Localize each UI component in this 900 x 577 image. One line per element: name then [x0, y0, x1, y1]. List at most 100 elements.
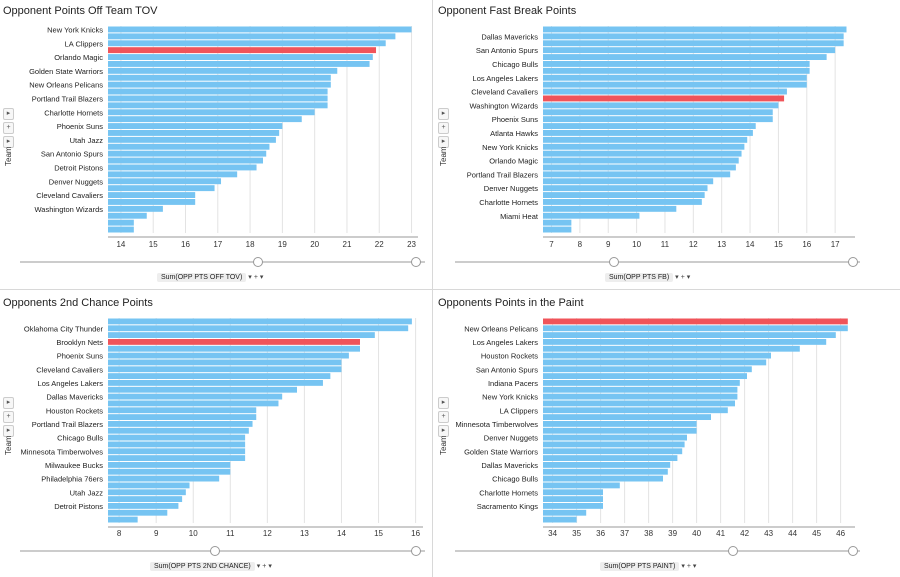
- bar[interactable]: [108, 503, 179, 509]
- bar[interactable]: [543, 352, 771, 359]
- bar[interactable]: [543, 109, 773, 116]
- bar[interactable]: [108, 116, 302, 123]
- bar[interactable]: [543, 171, 731, 178]
- bar[interactable]: [108, 366, 342, 373]
- bar[interactable]: [543, 116, 773, 123]
- dropdown-icon[interactable]: ▾: [692, 563, 697, 570]
- bar[interactable]: [108, 130, 280, 136]
- slider-handle-min[interactable]: [609, 257, 620, 267]
- slider-handle-max[interactable]: [848, 546, 859, 556]
- bar[interactable]: [543, 212, 640, 219]
- slider-track[interactable]: [455, 261, 860, 263]
- bar[interactable]: [543, 373, 747, 379]
- bar[interactable]: [108, 212, 147, 219]
- bar[interactable]: [543, 509, 587, 516]
- bar[interactable]: [543, 489, 603, 496]
- dropdown-icon[interactable]: ▾: [259, 274, 264, 281]
- bar[interactable]: [543, 441, 685, 448]
- bar[interactable]: [543, 325, 848, 332]
- bar[interactable]: [108, 482, 190, 489]
- measure-label[interactable]: Sum(OPP PTS 2ND CHANCE): [150, 562, 255, 571]
- bar[interactable]: [108, 462, 231, 468]
- bar[interactable]: [543, 61, 810, 67]
- slider-handle-max[interactable]: [848, 257, 859, 267]
- bar[interactable]: [543, 427, 697, 434]
- bar[interactable]: [108, 516, 138, 523]
- bar[interactable]: [108, 192, 196, 198]
- bar[interactable]: [108, 332, 375, 338]
- add-icon[interactable]: +: [686, 563, 691, 570]
- bar[interactable]: [108, 123, 283, 129]
- bar[interactable]: [543, 468, 668, 475]
- bar[interactable]: [543, 219, 572, 226]
- bar[interactable]: [543, 496, 603, 502]
- bar[interactable]: [108, 427, 249, 434]
- bar[interactable]: [108, 219, 134, 226]
- bar[interactable]: [108, 61, 370, 67]
- bar[interactable]: [108, 67, 338, 74]
- bar[interactable]: [543, 380, 740, 386]
- dropdown-icon[interactable]: ▾: [248, 274, 252, 281]
- dropdown-icon[interactable]: ▾: [686, 274, 691, 281]
- bar[interactable]: [543, 164, 736, 171]
- slider-track[interactable]: [455, 550, 860, 552]
- bar[interactable]: [108, 88, 328, 95]
- bar[interactable]: [543, 407, 728, 414]
- add-icon[interactable]: +: [3, 122, 14, 134]
- bar[interactable]: [108, 136, 276, 143]
- bar[interactable]: [543, 339, 827, 345]
- bar[interactable]: [543, 143, 745, 150]
- add-icon[interactable]: +: [3, 411, 14, 423]
- bar[interactable]: [543, 462, 671, 468]
- slider-track[interactable]: [20, 261, 425, 263]
- bar[interactable]: [543, 414, 711, 420]
- bar[interactable]: [108, 400, 279, 407]
- measure-label[interactable]: Sum(OPP PTS OFF TOV): [157, 273, 247, 282]
- bar[interactable]: [108, 81, 331, 88]
- measure-selector[interactable]: Sum(OPP PTS PAINT) ▾ + ▾: [600, 562, 696, 574]
- bar[interactable]: [543, 205, 677, 212]
- bar[interactable]: [543, 359, 767, 366]
- bar[interactable]: [543, 332, 836, 338]
- bar[interactable]: [543, 33, 844, 40]
- bar[interactable]: [108, 199, 196, 205]
- slider-handle-min[interactable]: [209, 546, 220, 556]
- bar[interactable]: [108, 380, 323, 386]
- bar[interactable]: [108, 226, 134, 233]
- bar[interactable]: [108, 468, 231, 475]
- bar[interactable]: [543, 400, 735, 407]
- bar[interactable]: [543, 157, 739, 164]
- bar[interactable]: [543, 150, 742, 157]
- bar[interactable]: [108, 509, 168, 516]
- bar[interactable]: [108, 489, 186, 496]
- dropdown-icon[interactable]: ▾: [675, 274, 679, 281]
- bar[interactable]: [543, 74, 807, 81]
- expand-icon[interactable]: ▸: [438, 136, 449, 148]
- bar[interactable]: [108, 345, 360, 352]
- bar[interactable]: [543, 54, 827, 60]
- bar[interactable]: [108, 109, 315, 116]
- bar[interactable]: [108, 325, 409, 332]
- bar[interactable]: [543, 516, 577, 523]
- bar[interactable]: [108, 441, 246, 448]
- bar[interactable]: [543, 26, 847, 33]
- bar[interactable]: [543, 455, 678, 461]
- measure-label[interactable]: Sum(OPP PTS PAINT): [600, 562, 680, 571]
- add-icon[interactable]: +: [680, 274, 685, 281]
- bar[interactable]: [108, 33, 396, 40]
- expand-icon[interactable]: ▸: [3, 108, 14, 120]
- bar[interactable]: [108, 185, 215, 192]
- add-icon[interactable]: +: [438, 411, 449, 423]
- bar[interactable]: [543, 88, 787, 95]
- range-slider[interactable]: [455, 546, 860, 556]
- bar[interactable]: [108, 178, 222, 185]
- bar[interactable]: [108, 150, 267, 157]
- bar[interactable]: [543, 345, 800, 352]
- expand-icon[interactable]: ▸: [3, 425, 14, 437]
- dropdown-icon[interactable]: ▾: [681, 563, 685, 570]
- bar[interactable]: [543, 475, 663, 482]
- bar[interactable]: [543, 47, 836, 54]
- bar[interactable]: [543, 81, 807, 88]
- bar[interactable]: [108, 455, 246, 461]
- measure-selector[interactable]: Sum(OPP PTS 2ND CHANCE) ▾ + ▾: [150, 562, 272, 574]
